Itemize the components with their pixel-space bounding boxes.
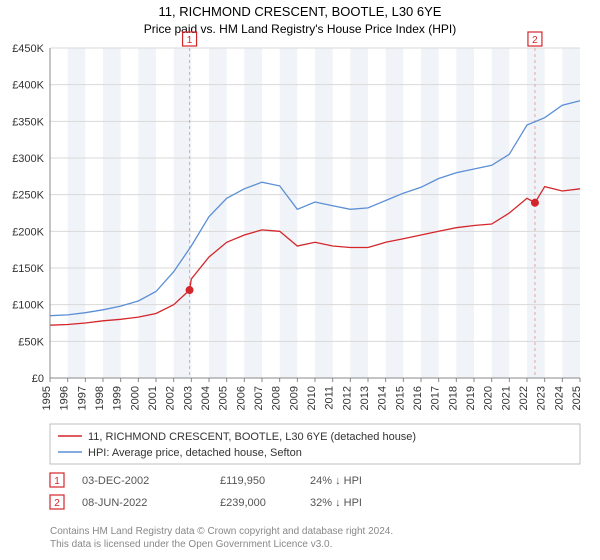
x-tick-label: 2015 bbox=[394, 386, 406, 410]
chart-subtitle: Price paid vs. HM Land Registry's House … bbox=[144, 22, 456, 36]
x-tick-label: 2007 bbox=[253, 386, 265, 410]
x-tick-label: 2010 bbox=[306, 386, 318, 410]
x-tick-label: 2019 bbox=[465, 386, 477, 410]
txn-marker-num: 2 bbox=[54, 498, 60, 509]
x-tick-label: 2000 bbox=[129, 386, 141, 410]
y-tick-label: £350K bbox=[12, 116, 44, 128]
license-line: Contains HM Land Registry data © Crown c… bbox=[50, 526, 393, 537]
x-tick-label: 1996 bbox=[59, 386, 71, 410]
x-tick-label: 2022 bbox=[518, 386, 530, 410]
x-tick-label: 2024 bbox=[553, 386, 565, 410]
x-tick-label: 2009 bbox=[288, 386, 300, 410]
x-tick-label: 2016 bbox=[412, 386, 424, 410]
txn-price: £119,950 bbox=[220, 475, 265, 487]
x-tick-label: 2001 bbox=[147, 386, 159, 410]
txn-diff: 24% ↓ HPI bbox=[310, 475, 362, 487]
x-tick-label: 2017 bbox=[430, 386, 442, 410]
x-tick-label: 2025 bbox=[571, 386, 583, 410]
x-tick-label: 1995 bbox=[41, 386, 53, 410]
x-tick-label: 2014 bbox=[377, 386, 389, 410]
x-tick-label: 2011 bbox=[324, 386, 336, 410]
x-tick-label: 2006 bbox=[235, 386, 247, 410]
x-tick-label: 1997 bbox=[76, 386, 88, 410]
price-chart: 11, RICHMOND CRESCENT, BOOTLE, L30 6YE Pr… bbox=[0, 0, 600, 560]
x-tick-label: 2004 bbox=[200, 386, 212, 410]
txn-date: 08-JUN-2022 bbox=[82, 497, 147, 509]
x-tick-label: 2003 bbox=[182, 386, 194, 410]
x-tick-label: 2018 bbox=[447, 386, 459, 410]
x-tick-label: 1999 bbox=[112, 386, 124, 410]
legend-label: 11, RICHMOND CRESCENT, BOOTLE, L30 6YE (… bbox=[88, 431, 416, 443]
sale-marker-num: 1 bbox=[187, 35, 193, 46]
x-tick-label: 2020 bbox=[483, 386, 495, 410]
x-tick-label: 2021 bbox=[500, 386, 512, 410]
chart-title: 11, RICHMOND CRESCENT, BOOTLE, L30 6YE bbox=[159, 4, 442, 19]
txn-price: £239,000 bbox=[220, 497, 266, 509]
y-tick-label: £200K bbox=[12, 226, 44, 238]
x-tick-label: 2023 bbox=[536, 386, 548, 410]
x-tick-label: 2008 bbox=[271, 386, 283, 410]
x-tick-label: 1998 bbox=[94, 386, 106, 410]
y-tick-label: £300K bbox=[12, 153, 44, 165]
license-line: This data is licensed under the Open Gov… bbox=[50, 539, 332, 550]
y-tick-label: £50K bbox=[18, 336, 44, 348]
sale-marker-num: 2 bbox=[532, 35, 538, 46]
txn-marker-num: 1 bbox=[54, 476, 60, 487]
txn-diff: 32% ↓ HPI bbox=[310, 497, 362, 509]
x-tick-label: 2002 bbox=[165, 386, 177, 410]
legend-label: HPI: Average price, detached house, Seft… bbox=[88, 447, 302, 459]
x-tick-label: 2012 bbox=[341, 386, 353, 410]
y-tick-label: £250K bbox=[12, 190, 44, 202]
y-tick-label: £0 bbox=[32, 373, 44, 385]
y-tick-label: £150K bbox=[12, 263, 44, 275]
x-tick-label: 2013 bbox=[359, 386, 371, 410]
x-tick-label: 2005 bbox=[218, 386, 230, 410]
y-tick-label: £100K bbox=[12, 300, 44, 312]
y-tick-label: £450K bbox=[12, 43, 44, 55]
txn-date: 03-DEC-2002 bbox=[82, 475, 149, 487]
y-tick-label: £400K bbox=[12, 80, 44, 92]
